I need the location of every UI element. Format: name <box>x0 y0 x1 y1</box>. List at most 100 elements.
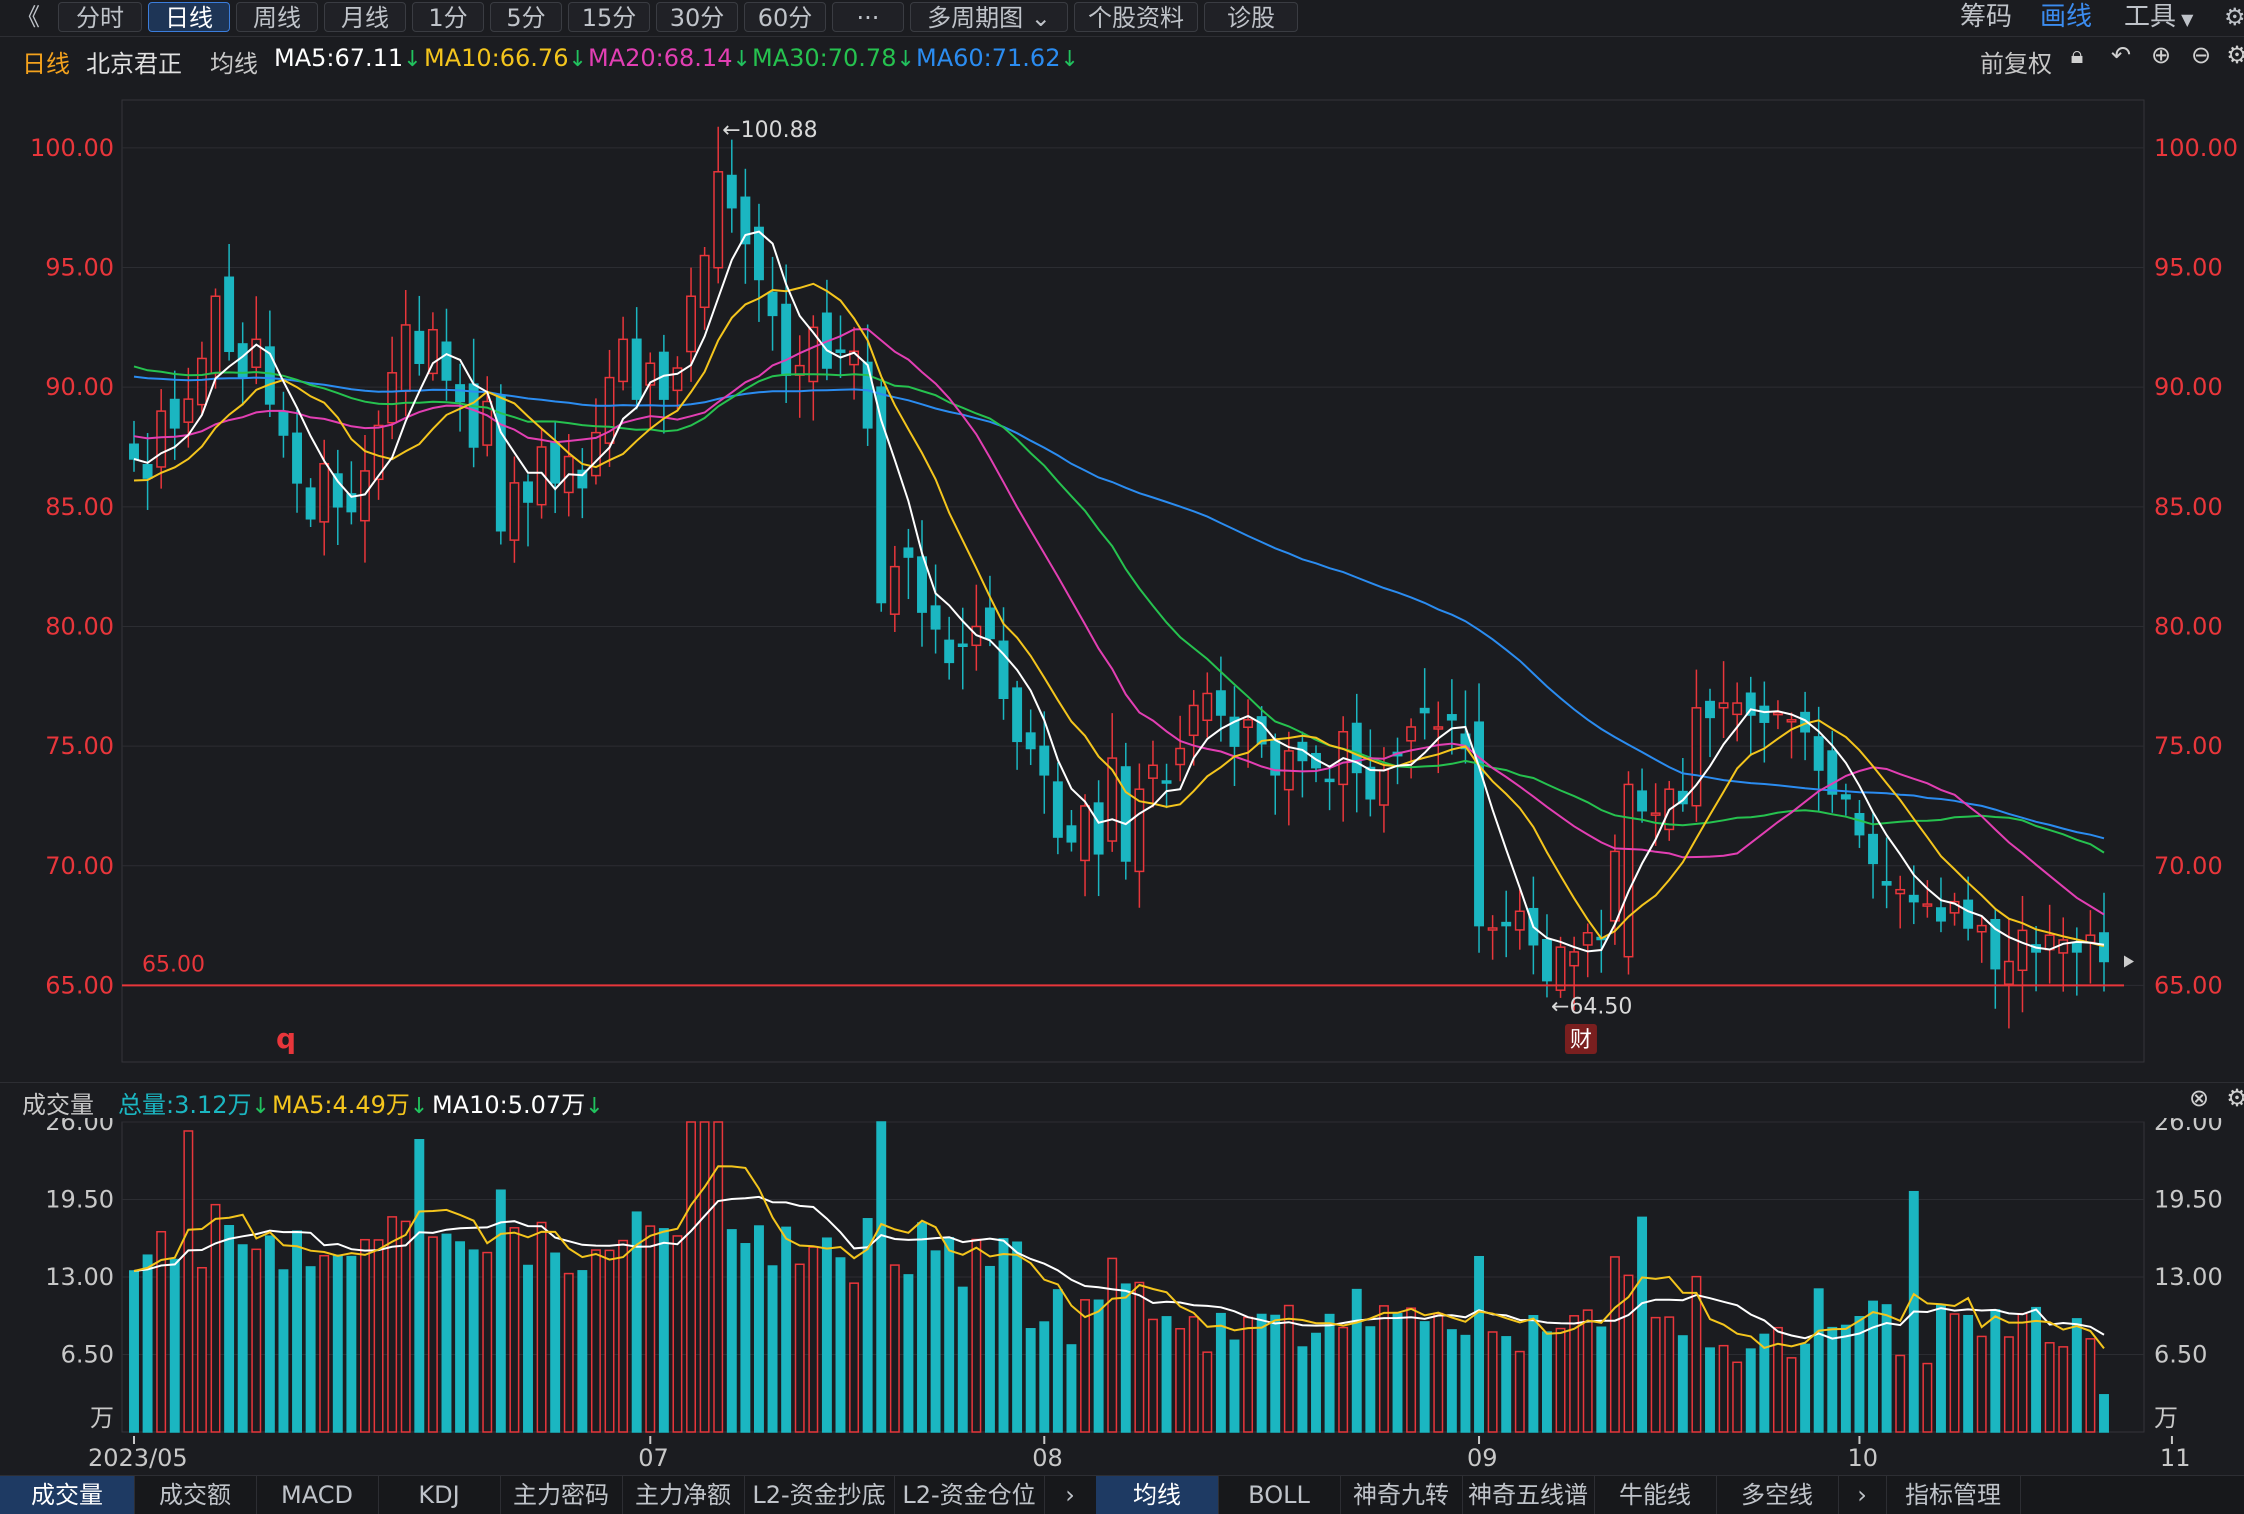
toolbar-huaxian[interactable]: 画线 <box>2040 2 2093 32</box>
volume-bar <box>1052 1289 1063 1433</box>
volume-bar <box>210 1203 221 1433</box>
candle-body <box>1243 719 1254 728</box>
volume-title[interactable]: 成交量 <box>22 1091 94 1119</box>
candle-body <box>1705 700 1715 719</box>
toolbar-btn-4[interactable]: 1分 <box>412 2 484 32</box>
volume-bar <box>1949 1313 1960 1433</box>
legend-ma30: MA30:70.78↓ <box>752 44 915 72</box>
volume-tick-right: 26.00 <box>2154 1118 2223 1136</box>
tab-0[interactable]: 成交量 <box>0 1476 135 1514</box>
candle-body <box>292 432 302 484</box>
volume-bar <box>1161 1316 1172 1433</box>
candle-body <box>876 386 887 604</box>
volume-bar <box>1446 1329 1457 1433</box>
tabs-next-icon[interactable]: › <box>1044 1476 1097 1514</box>
price-chart[interactable]: 100.00 95.00 90.00 85.00 80.00 75.00 70.00 65.0… <box>0 80 2244 1065</box>
lock-icon[interactable]: 🔒︎ <box>2070 41 2084 69</box>
volume-bar <box>754 1225 764 1433</box>
indicator-tabs: 成交量 成交额 MACD KDJ 主力密码 主力净额 L2-资金抄底 L2-资金仓位 › 均线 BO… <box>0 1475 2244 1514</box>
price-tick-right: 75.00 <box>2154 732 2223 760</box>
volume-bar <box>713 1121 724 1433</box>
tab-14[interactable]: 指标管理 <box>1886 1476 2021 1514</box>
volume-bar <box>903 1274 914 1433</box>
candle-body <box>1895 888 1906 895</box>
tab-5[interactable]: 主力净额 <box>622 1476 745 1514</box>
volume-bar <box>2044 1342 2055 1433</box>
ma-label[interactable]: 均线 <box>210 50 258 78</box>
toolbar-btn-3[interactable]: 月线 <box>324 2 406 32</box>
candle-body <box>1868 833 1878 865</box>
candle-body <box>2003 960 2014 985</box>
volume-chart[interactable]: 26.00 26.00 19.50 19.50 13.00 13.00 6.50 6.50 万 万 <box>0 1118 2244 1438</box>
candle-body <box>2058 939 2069 954</box>
back-icon[interactable]: 《 <box>16 3 40 31</box>
volume-total: 总量:3.12万↓ <box>118 1091 270 1119</box>
candle-body <box>1569 951 1580 967</box>
toolbar-btn-10[interactable]: 多周期图 ⌄ <box>910 2 1068 32</box>
tab-10[interactable]: 神奇九转 <box>1340 1476 1463 1514</box>
tabs-next-icon[interactable]: › <box>1838 1476 1887 1514</box>
toolbar-btn-0[interactable]: 分时 <box>58 2 142 32</box>
volume-bar <box>482 1251 493 1433</box>
volume-bar <box>577 1270 588 1433</box>
toolbar-chouma[interactable]: 筹码 <box>1960 2 2013 32</box>
volume-bar <box>1107 1257 1118 1433</box>
settings-gear-icon[interactable]: ⚙ <box>2226 1084 2244 1112</box>
candle-body <box>1949 900 1960 914</box>
candle-body <box>604 376 615 444</box>
toolbar-btn-6[interactable]: 15分 <box>568 2 650 32</box>
zoom-out-icon[interactable]: ⊖ <box>2190 41 2212 69</box>
volume-bar <box>319 1254 330 1433</box>
volume-bar <box>509 1227 520 1433</box>
volume-bar <box>1745 1348 1756 1433</box>
tab-2[interactable]: MACD <box>256 1476 379 1514</box>
candle-body <box>495 394 506 532</box>
volume-bar <box>1134 1281 1145 1433</box>
fuquan-selector[interactable]: 前复权 <box>1980 50 2052 78</box>
tab-1[interactable]: 成交额 <box>134 1476 257 1514</box>
candle-body <box>903 547 914 558</box>
support-line-label: 65.00 <box>142 952 205 977</box>
close-icon[interactable]: ⊗ <box>2188 1084 2210 1112</box>
toolbar-btn-2[interactable]: 周线 <box>236 2 318 32</box>
toolbar-tools[interactable]: 工具 ▼ <box>2124 2 2194 32</box>
toolbar-btn-7[interactable]: 30分 <box>656 2 738 32</box>
toolbar-btn-12[interactable]: 诊股 <box>1204 2 1298 32</box>
volume-tick-left: 6.50 <box>61 1341 114 1369</box>
toolbar-btn-11[interactable]: 个股资料 <box>1074 2 1198 32</box>
volume-bar <box>1148 1318 1158 1433</box>
undo-icon[interactable]: ↶ <box>2110 41 2132 69</box>
tab-7[interactable]: L2-资金仓位 <box>894 1476 1045 1514</box>
volume-tick-left: 13.00 <box>45 1263 114 1291</box>
candle-body <box>590 431 601 477</box>
tab-3[interactable]: KDJ <box>378 1476 501 1514</box>
tab-13[interactable]: 多空线 <box>1716 1476 1839 1514</box>
price-tick-right: 65.00 <box>2154 971 2223 999</box>
candle-body <box>1514 910 1525 931</box>
tab-4[interactable]: 主力密码 <box>500 1476 623 1514</box>
toolbar-btn-1[interactable]: 日线 <box>148 2 230 32</box>
zoom-in-icon[interactable]: ⊕ <box>2150 41 2172 69</box>
price-tick-left: 95.00 <box>45 254 114 282</box>
tab-11[interactable]: 神奇五线谱 <box>1462 1476 1595 1514</box>
price-legend: 日线 北京君正 均线 MA5:67.11↓ MA10:66.76↓ MA20:6… <box>0 40 2244 80</box>
volume-bar <box>658 1228 669 1433</box>
settings-gear-icon[interactable]: ⚙ <box>2226 41 2244 69</box>
tab-9[interactable]: BOLL <box>1218 1476 1341 1514</box>
price-tick-right: 85.00 <box>2154 493 2223 521</box>
tab-8[interactable]: 均线 <box>1096 1476 1219 1514</box>
candle-body <box>631 338 642 400</box>
tab-12[interactable]: 牛能线 <box>1594 1476 1717 1514</box>
finance-event-badge <box>1564 1024 1597 1054</box>
tab-6[interactable]: L2-资金抄底 <box>744 1476 895 1514</box>
top-toolbar: 《 分时 日线 周线 月线 1分 5分 15分 30分 60分 ··· 多周期图 ⌄ 个股资料 诊股 筹… <box>0 0 2244 37</box>
toolbar-btn-9[interactable]: ··· <box>832 2 904 32</box>
volume-bar <box>2003 1336 2014 1433</box>
current-price-pointer-icon <box>2124 955 2134 968</box>
toolbar-btn-5[interactable]: 5分 <box>490 2 562 32</box>
price-tick-left: 75.00 <box>45 732 114 760</box>
volume-bar <box>169 1258 180 1433</box>
volume-bar <box>971 1238 982 1433</box>
toolbar-btn-8[interactable]: 60分 <box>744 2 826 32</box>
settings-gear-icon[interactable]: ⚙ <box>2224 3 2244 31</box>
